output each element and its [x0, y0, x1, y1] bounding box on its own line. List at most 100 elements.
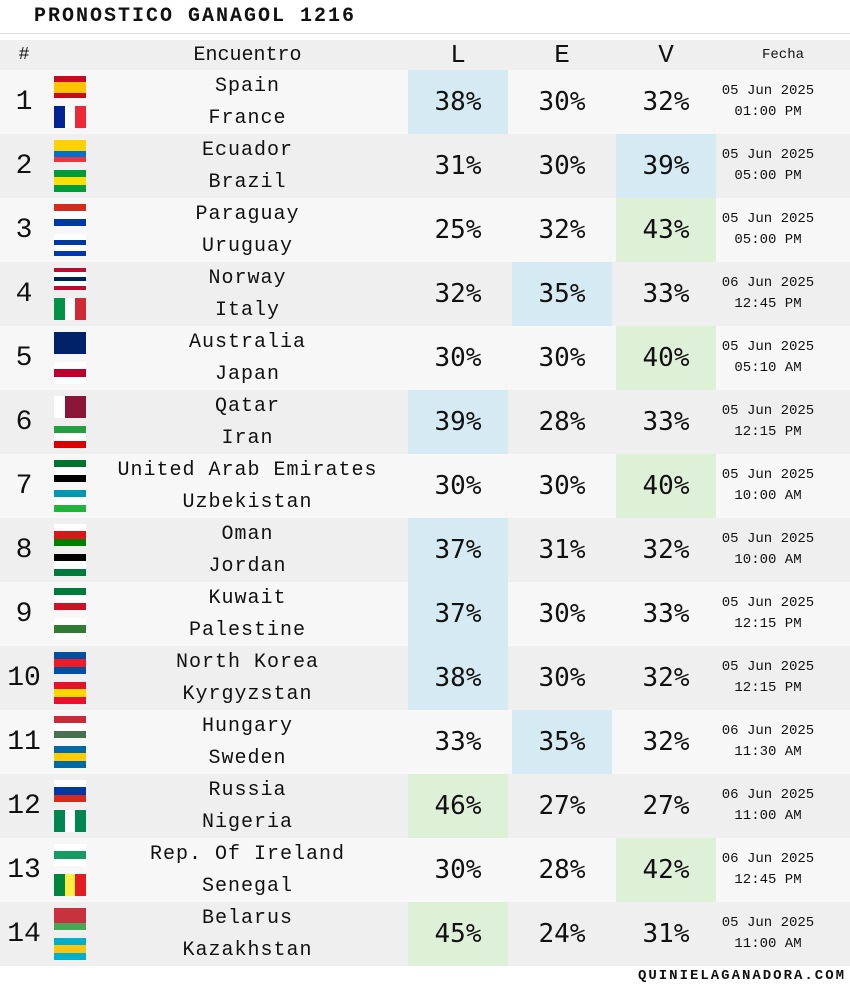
probability: 33% — [642, 599, 690, 629]
probability: 32% — [642, 727, 690, 757]
flag-stripe — [54, 689, 86, 697]
flag-stripe — [54, 298, 65, 320]
probability: 24% — [538, 919, 586, 949]
row-number: 11 — [7, 726, 41, 758]
flag-stripe — [54, 922, 86, 930]
date: 05 Jun 2025 — [721, 339, 815, 355]
flag-stripe — [54, 76, 86, 82]
highlight — [408, 390, 508, 454]
row-number: 3 — [15, 214, 33, 246]
flag-stripe — [54, 787, 86, 795]
flag-stripe — [54, 652, 86, 660]
home-team: Belarus — [201, 906, 293, 930]
footer-site: QUINIELAGANADORA.COM — [637, 968, 846, 984]
probability: 30% — [538, 599, 586, 629]
probability: 30% — [538, 471, 586, 501]
time: 10:00 AM — [734, 488, 802, 504]
flag-stripe — [54, 151, 86, 157]
probability: 30% — [538, 343, 586, 373]
row-number: 10 — [7, 662, 41, 694]
flag — [54, 204, 86, 226]
flag-stripe — [54, 760, 86, 768]
away-team: Kyrgyzstan — [182, 682, 313, 706]
probability: 33% — [642, 279, 690, 309]
home-team: Australia — [188, 330, 307, 354]
flag-stripe — [54, 938, 86, 946]
row-number: 8 — [15, 534, 33, 566]
flag-stripe — [75, 396, 86, 418]
flag-stripe — [54, 211, 86, 219]
probability: 45% — [434, 919, 482, 949]
home-team: Rep. Of Ireland — [149, 842, 346, 866]
time: 05:00 PM — [734, 168, 802, 184]
probability: 30% — [434, 343, 482, 373]
flag-stripe — [54, 245, 86, 251]
flag-stripe — [54, 490, 86, 498]
flag-stripe — [54, 730, 86, 738]
flag-stripe — [54, 376, 86, 384]
probability: 31% — [434, 151, 482, 181]
column-header: V — [658, 40, 674, 70]
flag-stripe — [54, 753, 86, 761]
highlight — [512, 710, 612, 774]
column-header: E — [554, 40, 570, 70]
match-date: 06 Jun 2025 12:45 PM — [716, 262, 820, 326]
flag-stripe — [54, 440, 86, 448]
flag-stripe — [54, 156, 86, 162]
match-date: 05 Jun 2025 11:00 AM — [716, 902, 820, 966]
away-team: Nigeria — [201, 810, 293, 834]
time: 12:45 PM — [734, 872, 802, 888]
flag-stripe — [54, 780, 86, 788]
probability: 28% — [538, 407, 586, 437]
flag-stripe — [54, 234, 86, 240]
flag-stripe — [54, 433, 86, 441]
flag — [54, 332, 86, 354]
flag-stripe — [54, 204, 86, 212]
flag — [54, 460, 86, 482]
flag — [54, 682, 86, 704]
probability: 30% — [434, 855, 482, 885]
probability: 39% — [434, 407, 482, 437]
flag-stripe — [54, 696, 86, 704]
flag — [54, 396, 86, 418]
away-team: Palestine — [188, 618, 307, 642]
time: 11:00 AM — [734, 936, 802, 952]
flag-stripe — [54, 343, 86, 354]
home-team: Russia — [208, 778, 287, 802]
flag-stripe — [54, 218, 86, 226]
flag-stripe — [54, 844, 86, 852]
away-team: Brazil — [208, 170, 287, 194]
highlight — [408, 774, 508, 838]
match-date: 05 Jun 2025 05:00 PM — [716, 134, 820, 198]
time: 05:10 AM — [734, 360, 802, 376]
home-team: Ecuador — [201, 138, 293, 162]
away-team: Iran — [221, 426, 274, 450]
highlight — [408, 646, 508, 710]
flag — [54, 554, 86, 576]
flag — [54, 426, 86, 448]
probability: 37% — [434, 599, 482, 629]
flag-stripe — [75, 810, 86, 832]
flag — [54, 140, 86, 162]
row-number: 4 — [15, 278, 33, 310]
flag-stripe — [54, 177, 86, 185]
match-date: 05 Jun 2025 10:00 AM — [716, 518, 820, 582]
match-date: 05 Jun 2025 12:15 PM — [716, 582, 820, 646]
title: PRONOSTICO GANAGOL 1216 — [0, 0, 850, 34]
row-number: 6 — [15, 406, 33, 438]
date: 05 Jun 2025 — [721, 467, 815, 483]
flag — [54, 524, 86, 546]
away-team: Italy — [214, 298, 280, 322]
away-team: Japan — [214, 362, 280, 386]
flag — [54, 874, 86, 896]
flag-stripe — [54, 915, 86, 923]
highlight — [408, 518, 508, 582]
time: 10:00 AM — [734, 552, 802, 568]
date: 06 Jun 2025 — [721, 723, 815, 739]
flag-stripe — [54, 746, 86, 754]
flag-stripe — [54, 908, 86, 916]
flag-stripe — [54, 568, 86, 576]
probability: 30% — [538, 151, 586, 181]
flag — [54, 908, 86, 930]
row-number: 2 — [15, 150, 33, 182]
